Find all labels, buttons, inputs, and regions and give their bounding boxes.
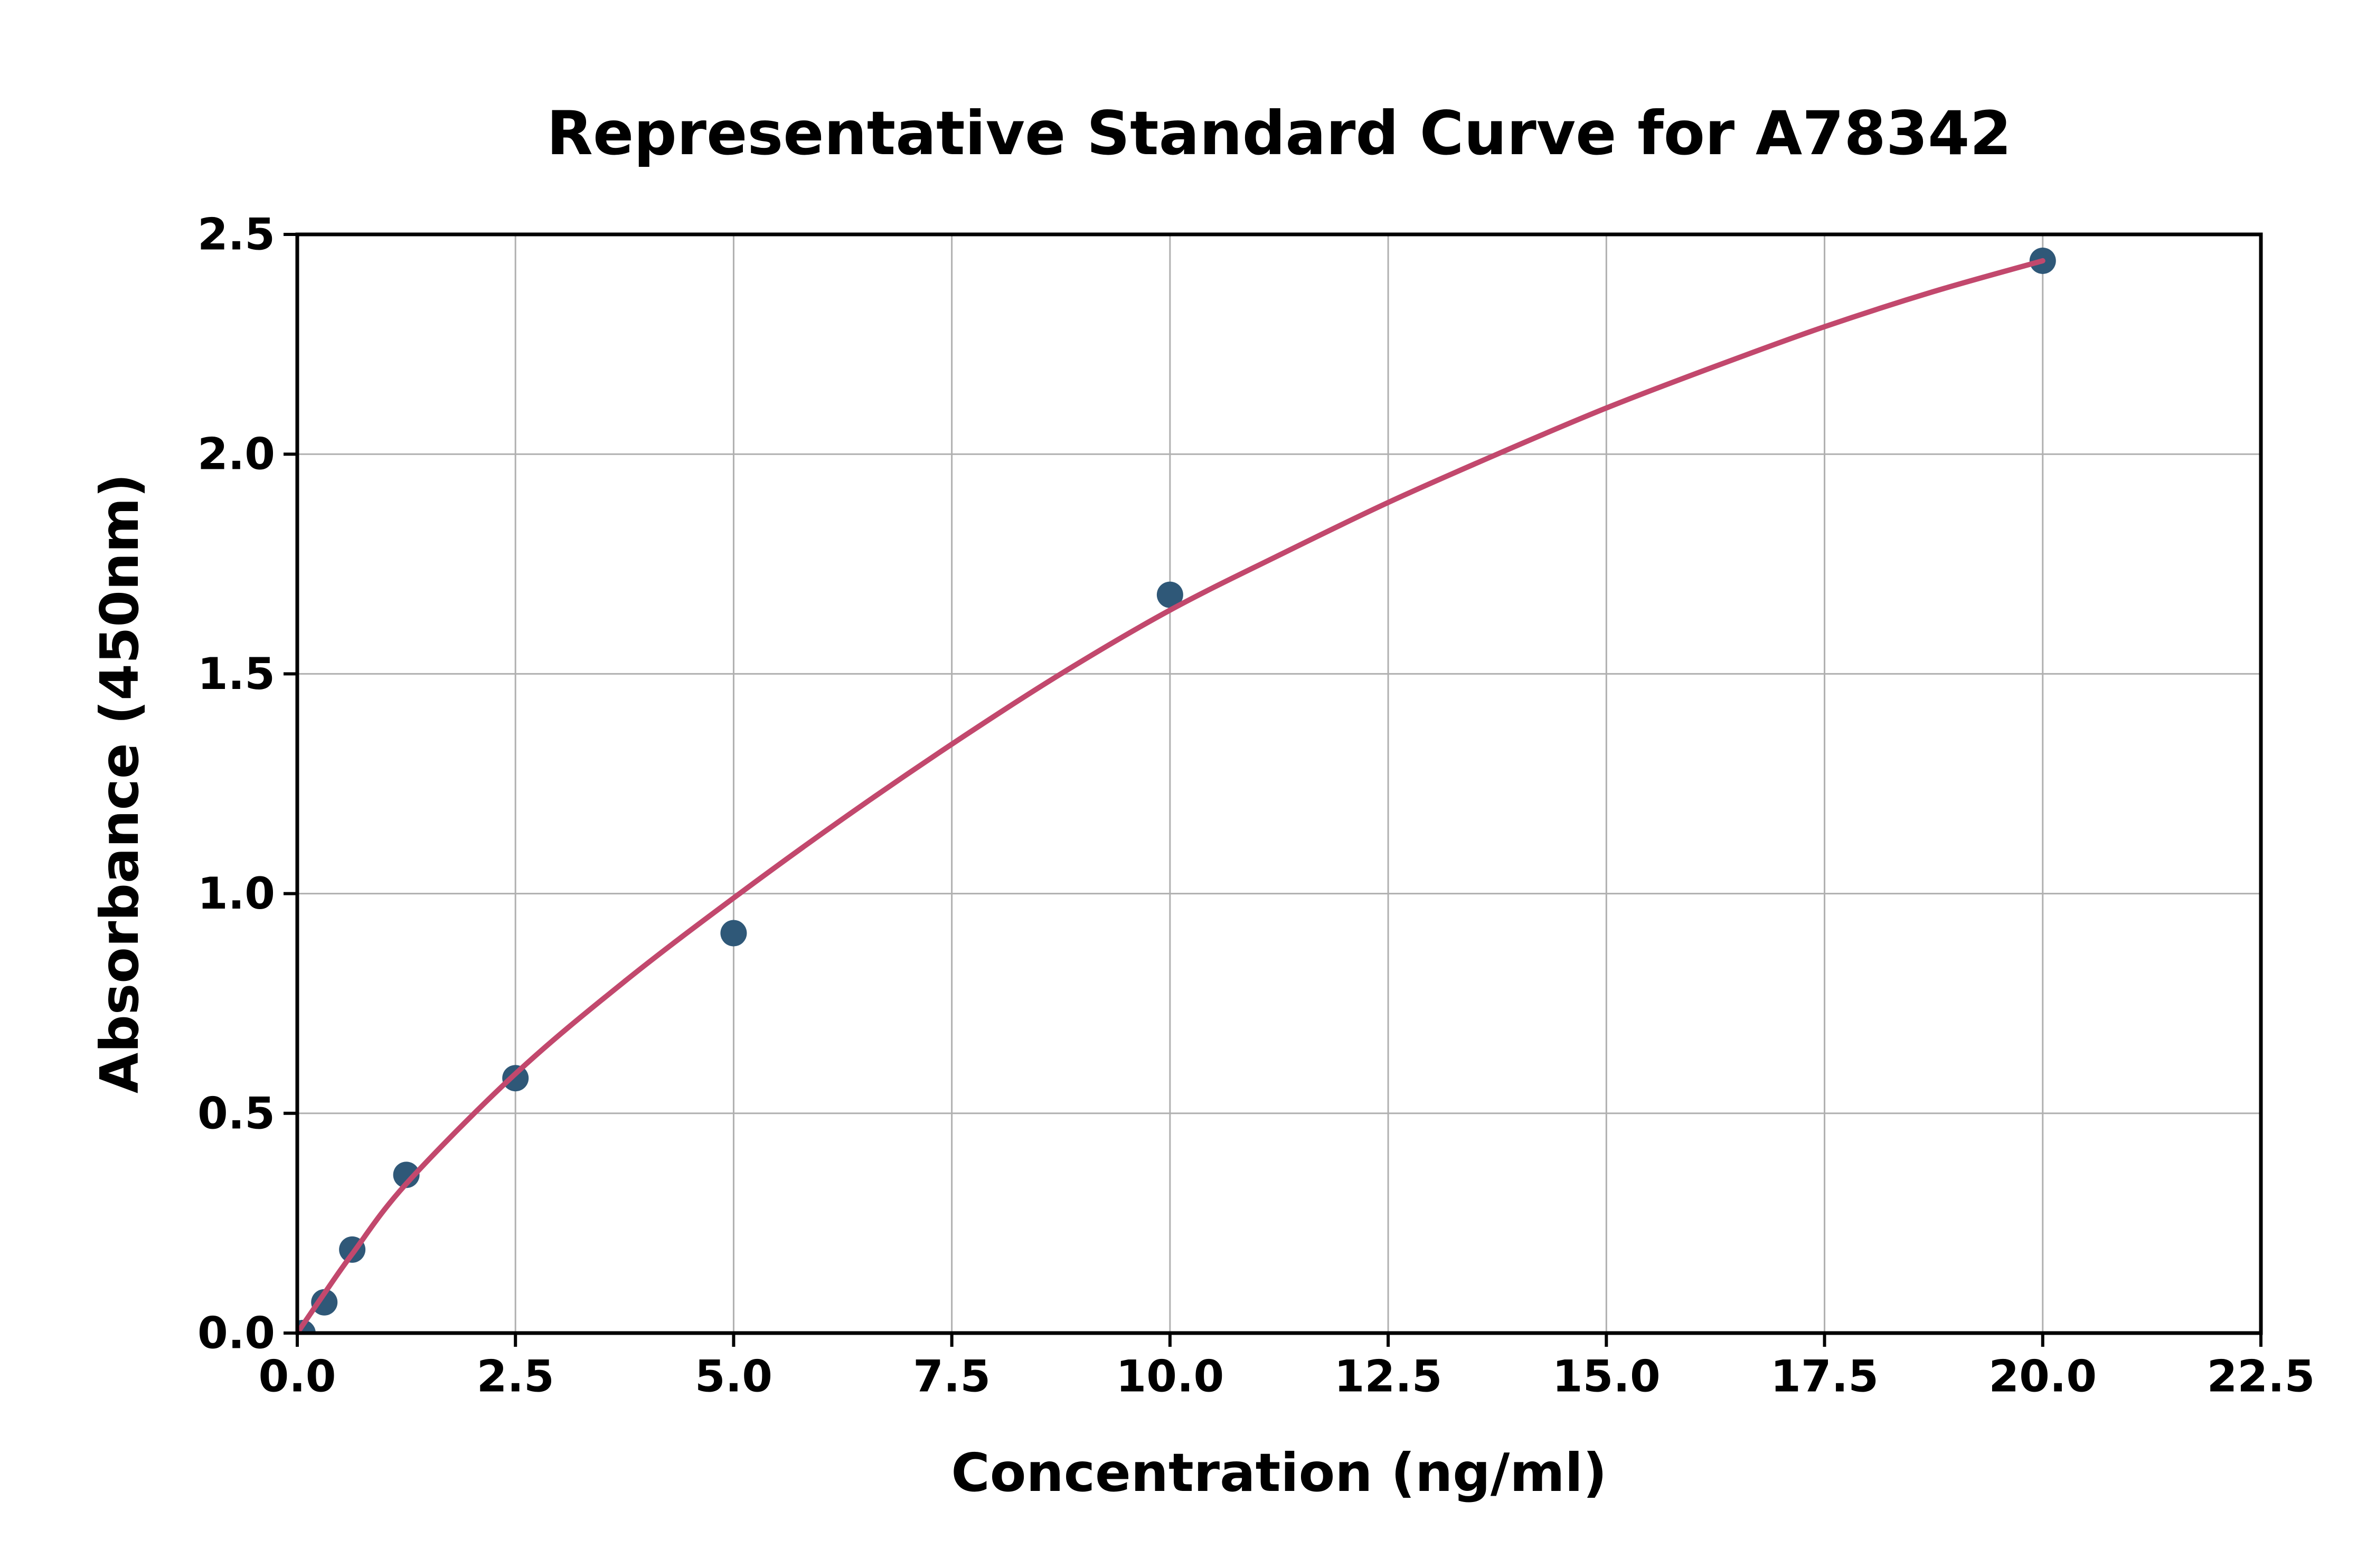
x-tick-label: 20.0 <box>1988 1351 2097 1402</box>
plot-border <box>295 232 2263 1335</box>
y-tick-label: 1.0 <box>197 868 275 919</box>
x-tick-label: 10.0 <box>1116 1351 1224 1402</box>
data-layer <box>297 247 2056 1333</box>
y-tick-label: 2.5 <box>197 209 275 260</box>
x-tick-label: 17.5 <box>1770 1351 1879 1402</box>
data-point <box>502 1065 529 1092</box>
chart-title: Representative Standard Curve for A78342 <box>546 98 2012 168</box>
y-tick-label: 2.0 <box>197 429 275 480</box>
x-tick-label: 0.0 <box>258 1351 336 1402</box>
x-tick-label: 12.5 <box>1334 1351 1442 1402</box>
x-tick-label: 5.0 <box>695 1351 772 1402</box>
y-tick-label: 0.0 <box>197 1308 275 1359</box>
x-tick-label: 7.5 <box>913 1351 991 1402</box>
data-point <box>393 1161 420 1188</box>
x-axis-title: Concentration (ng/ml) <box>951 1442 1607 1504</box>
y-tick-label: 0.5 <box>197 1088 275 1139</box>
fit-curve-line <box>297 258 2045 1333</box>
x-tick-label: 2.5 <box>477 1351 554 1402</box>
y-tick-label: 1.5 <box>197 648 275 700</box>
x-tick-label: 22.5 <box>2207 1351 2315 1402</box>
data-point <box>311 1289 338 1316</box>
data-point <box>1156 581 1183 608</box>
data-point <box>720 920 747 947</box>
x-tick-label: 15.0 <box>1552 1351 1661 1402</box>
